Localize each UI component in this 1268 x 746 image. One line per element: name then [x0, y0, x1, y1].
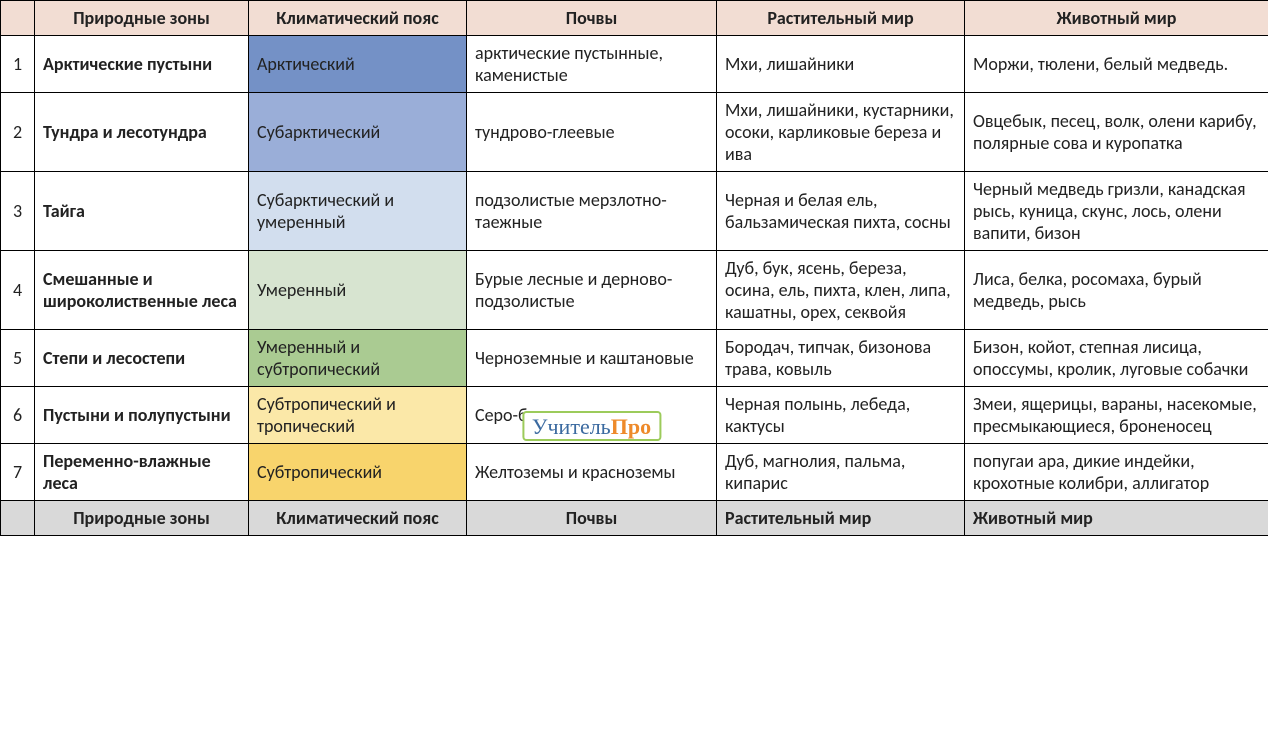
table-body: 1Арктические пустыниАрктическийарктическ…: [1, 36, 1268, 501]
table-row: 4Смешанные и широколиственные лесаУмерен…: [1, 251, 1268, 330]
header-idx: [1, 1, 35, 36]
table-footer: Природные зоны Климатический пояс Почвы …: [1, 501, 1268, 536]
cell-soil: подзолистые мерзлотно-таежные: [467, 172, 717, 251]
cell-idx: 7: [1, 444, 35, 501]
cell-soil: тундрово-глеевые: [467, 93, 717, 172]
cell-zone: Смешанные и широколиственные леса: [35, 251, 249, 330]
cell-climate: Умеренный: [249, 251, 467, 330]
cell-climate: Субтропический: [249, 444, 467, 501]
cell-climate: Субарктический: [249, 93, 467, 172]
cell-idx: 1: [1, 36, 35, 93]
watermark-logo: УчительПро: [522, 411, 661, 441]
cell-plants: Дуб, магнолия, пальма, кипарис: [717, 444, 965, 501]
cell-animals: Змеи, ящерицы, вараны, насекомые, пресмы…: [965, 387, 1268, 444]
natural-zones-table: Природные зоны Климатический пояс Почвы …: [0, 0, 1268, 536]
cell-climate: Субарктический и умеренный: [249, 172, 467, 251]
cell-zone: Пустыни и полупустыни: [35, 387, 249, 444]
header-zone: Природные зоны: [35, 1, 249, 36]
cell-climate: Субтропический и тропический: [249, 387, 467, 444]
footer-animals: Животный мир: [965, 501, 1268, 536]
cell-zone: Арктические пустыни: [35, 36, 249, 93]
cell-idx: 5: [1, 330, 35, 387]
cell-animals: попугаи ара, дикие индейки, крохотные ко…: [965, 444, 1268, 501]
cell-climate: Умеренный и субтропический: [249, 330, 467, 387]
table-header: Природные зоны Климатический пояс Почвы …: [1, 1, 1268, 36]
cell-zone: Тайга: [35, 172, 249, 251]
cell-animals: Бизон, койот, степная лисица, опоссумы, …: [965, 330, 1268, 387]
cell-zone: Степи и лесостепи: [35, 330, 249, 387]
cell-soil: Черноземные и каштановые: [467, 330, 717, 387]
watermark-part2: Про: [611, 414, 651, 440]
table-row: 3ТайгаСубарктический и умеренныйподзолис…: [1, 172, 1268, 251]
cell-plants: Мхи, лишайники, кустарники, осоки, карли…: [717, 93, 965, 172]
table-row: 6Пустыни и полупустыниСубтропический и т…: [1, 387, 1268, 444]
cell-plants: Мхи, лишайники: [717, 36, 965, 93]
cell-animals: Лиса, белка, росомаха, бурый медведь, ры…: [965, 251, 1268, 330]
table-row: 1Арктические пустыниАрктическийарктическ…: [1, 36, 1268, 93]
footer-soil: Почвы: [467, 501, 717, 536]
watermark-part1: Учитель: [532, 414, 611, 440]
footer-idx: [1, 501, 35, 536]
cell-climate: Арктический: [249, 36, 467, 93]
cell-idx: 2: [1, 93, 35, 172]
table-row: 7Переменно-влажные лесаСубтропическийЖел…: [1, 444, 1268, 501]
cell-animals: Черный медведь гризли, канадская рысь, к…: [965, 172, 1268, 251]
cell-idx: 3: [1, 172, 35, 251]
cell-plants: Черная полынь, лебеда, кактусы: [717, 387, 965, 444]
header-soil: Почвы: [467, 1, 717, 36]
cell-soil: Серо-бурые и сероземыУчительПро: [467, 387, 717, 444]
header-plants: Растительный мир: [717, 1, 965, 36]
cell-idx: 6: [1, 387, 35, 444]
cell-animals: Моржи, тюлени, белый медведь.: [965, 36, 1268, 93]
footer-plants: Растительный мир: [717, 501, 965, 536]
header-climate: Климатический пояс: [249, 1, 467, 36]
cell-plants: Черная и белая ель, бальзамическая пихта…: [717, 172, 965, 251]
table-row: 5Степи и лесостепиУмеренный и субтропиче…: [1, 330, 1268, 387]
footer-zone: Природные зоны: [35, 501, 249, 536]
header-animals: Животный мир: [965, 1, 1268, 36]
cell-idx: 4: [1, 251, 35, 330]
cell-soil: Бурые лесные и дерново-подзолистые: [467, 251, 717, 330]
cell-zone: Тундра и лесотундра: [35, 93, 249, 172]
footer-climate: Климатический пояс: [249, 501, 467, 536]
cell-animals: Овцебык, песец, волк, олени карибу, поля…: [965, 93, 1268, 172]
table-row: 2Тундра и лесотундраСубарктическийтундро…: [1, 93, 1268, 172]
cell-zone: Переменно-влажные леса: [35, 444, 249, 501]
cell-plants: Бородач, типчак, бизонова трава, ковыль: [717, 330, 965, 387]
cell-plants: Дуб, бук, ясень, береза, осина, ель, пих…: [717, 251, 965, 330]
cell-soil: Желтоземы и красноземы: [467, 444, 717, 501]
cell-soil: арктические пустынные, каменистые: [467, 36, 717, 93]
